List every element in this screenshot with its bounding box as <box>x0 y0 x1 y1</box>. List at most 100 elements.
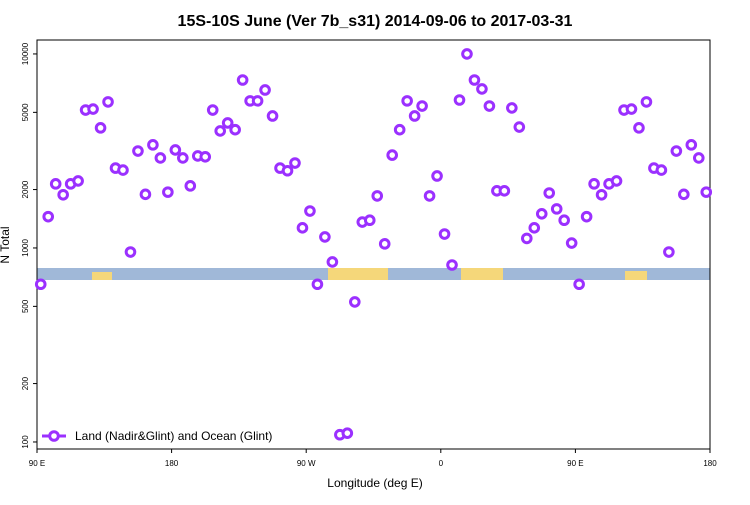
data-point <box>311 278 324 291</box>
y-tick-label: 2000 <box>21 180 30 198</box>
data-point <box>169 144 182 156</box>
data-point <box>625 103 638 115</box>
data-point <box>206 104 219 116</box>
data-point <box>595 188 608 201</box>
data-point <box>506 102 518 114</box>
y-tick-label: 100 <box>21 435 30 449</box>
data-point <box>408 110 421 122</box>
data-point <box>349 296 361 308</box>
data-point <box>573 278 585 291</box>
plot-frame <box>36 39 711 450</box>
y-tick-label: 200 <box>21 376 30 390</box>
data-point <box>94 122 107 134</box>
data-point <box>513 121 526 133</box>
data-point <box>528 222 541 234</box>
data-point <box>49 178 62 190</box>
data-point <box>42 210 55 223</box>
data-point <box>520 232 533 245</box>
x-tick-label: 0 <box>439 459 444 468</box>
data-point <box>132 145 144 157</box>
data-point <box>57 188 69 201</box>
data-point <box>326 256 339 268</box>
data-point <box>580 210 593 223</box>
data-point <box>199 151 212 163</box>
x-tick-label: 90 E <box>567 459 583 468</box>
x-axis-label: Longitude (deg E) <box>327 476 422 490</box>
y-axis-label: N Total <box>0 226 12 263</box>
data-point <box>162 186 174 198</box>
data-point <box>363 214 376 227</box>
data-point <box>670 145 683 157</box>
data-point <box>378 238 391 250</box>
data-point <box>446 259 458 271</box>
data-point <box>476 83 488 95</box>
y-tick-label: 10000 <box>21 42 30 65</box>
data-point <box>655 164 668 176</box>
data-point <box>550 203 563 215</box>
data-point <box>700 186 713 198</box>
data-point <box>72 175 84 187</box>
data-point <box>139 188 152 201</box>
data-point <box>87 103 99 115</box>
data-point <box>184 180 197 192</box>
data-point <box>498 185 511 197</box>
surface-band <box>37 268 710 280</box>
x-tick-label: 180 <box>165 459 179 468</box>
data-point <box>236 74 249 86</box>
data-point <box>565 237 578 249</box>
data-point <box>416 100 428 112</box>
data-point <box>259 84 271 96</box>
land-band <box>92 272 112 280</box>
data-point <box>663 246 675 258</box>
data-point <box>147 139 159 151</box>
data-point <box>221 117 234 129</box>
data-point <box>124 246 137 258</box>
data-point <box>438 228 451 240</box>
data-point <box>393 123 406 136</box>
x-tick-label: 90 E <box>29 459 45 468</box>
legend-label: Land (Nadir&Glint) and Ocean (Glint) <box>75 429 272 443</box>
land-band <box>328 268 388 280</box>
data-point <box>229 123 241 136</box>
data-point <box>692 152 705 164</box>
data-point <box>289 157 301 169</box>
x-tick-label: 90 W <box>297 459 316 468</box>
data-point <box>558 214 570 227</box>
data-point <box>341 427 354 439</box>
data-point <box>177 152 189 164</box>
land-band <box>461 268 503 280</box>
data-point <box>453 94 466 106</box>
data-point <box>102 96 114 108</box>
data-point <box>483 100 496 112</box>
data-point <box>678 188 690 201</box>
data-point <box>154 152 167 164</box>
data-point <box>431 170 443 182</box>
data-point <box>296 222 309 234</box>
data-point <box>610 175 623 187</box>
data-point <box>251 95 264 107</box>
data-point <box>319 231 331 243</box>
y-tick-label: 1000 <box>21 239 30 257</box>
chart-title: 15S-10S June (Ver 7b_s31) 2014-09-06 to … <box>178 13 573 30</box>
data-point <box>214 125 227 137</box>
data-point <box>266 110 279 122</box>
data-point <box>640 96 653 108</box>
y-tick-label: 5000 <box>21 103 30 121</box>
data-point <box>386 149 398 161</box>
data-point <box>461 48 473 60</box>
data-point <box>371 190 384 202</box>
y-tick-label: 500 <box>21 299 30 313</box>
data-point <box>34 278 47 291</box>
data-point <box>401 95 413 107</box>
data-point <box>633 122 645 134</box>
data-point <box>423 190 436 202</box>
x-tick-label: 180 <box>703 459 717 468</box>
legend: Land (Nadir&Glint) and Ocean (Glint) <box>42 429 272 443</box>
data-point <box>685 139 698 151</box>
data-point <box>535 207 548 220</box>
data-point <box>468 74 481 86</box>
data-point <box>543 187 556 199</box>
data-point <box>588 178 600 190</box>
land-band <box>625 271 647 280</box>
